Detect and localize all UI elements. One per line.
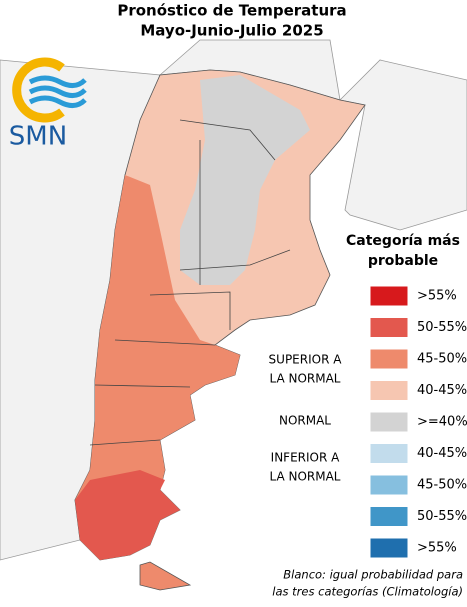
smn-logo: SMN: [9, 57, 87, 152]
legend-label: 50-55%: [417, 320, 467, 335]
legend-label: 40-45%: [417, 446, 467, 461]
legend-title: probable: [368, 253, 438, 269]
legend-label: 50-55%: [417, 509, 467, 524]
legend-label: >55%: [417, 289, 457, 304]
legend-swatch: [369, 285, 409, 307]
legend: >55% 50-55% 45-50% 40-45% >=40% 40-45% 45-50% 5…: [269, 285, 467, 559]
legend-label: 45-50%: [417, 352, 467, 367]
legend-swatch: [369, 506, 409, 527]
neighbors: [0, 39, 467, 561]
footnote: las tres categorías (Climatología): [272, 585, 463, 599]
legend-label: 40-45%: [417, 383, 467, 398]
tierra-del-fuego: [139, 561, 192, 591]
legend-swatch: [369, 474, 409, 496]
title-line: Pronóstico de Temperatura: [117, 2, 346, 20]
group-label: INFERIOR A: [271, 451, 340, 465]
group-label: SUPERIOR A: [269, 353, 343, 367]
legend-label: >=40%: [417, 415, 467, 430]
group-label: NORMAL: [279, 414, 331, 428]
legend-swatch: [369, 537, 409, 559]
group-label: LA NORMAL: [270, 372, 341, 386]
province-borders: [89, 119, 291, 446]
argentina-map: [74, 69, 366, 591]
logo-text: SMN: [9, 122, 67, 152]
legend-swatch: [369, 380, 409, 401]
group-label: LA NORMAL: [270, 470, 341, 484]
legend-swatch: [369, 411, 409, 433]
region-50-55: [75, 470, 180, 560]
legend-swatch: [369, 348, 409, 370]
legend-title: Categoría más: [346, 233, 460, 249]
legend-swatch: [369, 317, 409, 338]
region-45-50: [75, 175, 240, 560]
region-normal: [180, 75, 310, 285]
footnote: Blanco: igual probabilidad para: [283, 568, 463, 582]
legend-label: >55%: [417, 541, 457, 556]
legend-swatch: [369, 443, 409, 464]
legend-label: 45-50%: [417, 478, 467, 493]
title-line: Mayo-Junio-Julio 2025: [140, 22, 323, 40]
